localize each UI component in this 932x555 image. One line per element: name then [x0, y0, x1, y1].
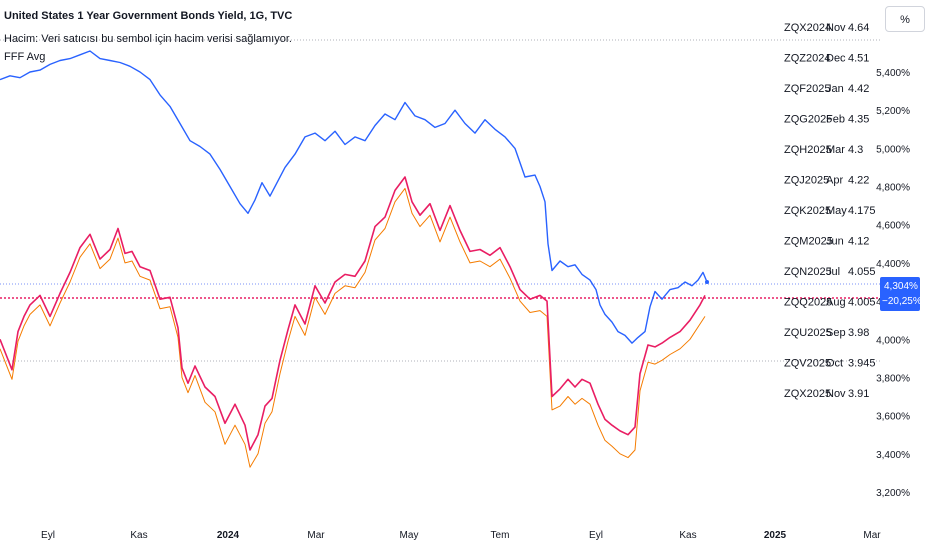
y-tick-label: 3,800% [876, 373, 910, 384]
indicator-legend[interactable]: FFF Avg [4, 51, 46, 63]
last-price-label: 4,304% [884, 281, 918, 292]
futures-symbol: ZQN2025 [784, 266, 832, 278]
futures-symbol: ZQV2025 [784, 358, 831, 370]
x-tick-label: 2025 [764, 530, 787, 541]
futures-value: 4.42 [848, 83, 869, 95]
futures-month: May [826, 205, 847, 217]
futures-month: Nov [826, 388, 846, 400]
futures-value: 4.35 [848, 114, 869, 126]
futures-month: Dec [826, 53, 846, 65]
futures-symbol: ZQU2025 [784, 327, 832, 339]
futures-value: 4.3 [848, 144, 863, 156]
unit-button[interactable]: % [885, 6, 925, 32]
y-tick-label: 4,800% [876, 183, 910, 194]
futures-month: Oct [826, 358, 843, 370]
futures-value: 4.22 [848, 175, 869, 187]
x-tick-label: Kas [130, 530, 147, 541]
chart-title: United States 1 Year Government Bonds Yi… [4, 10, 293, 22]
x-tick-label: 2024 [217, 530, 240, 541]
futures-symbol: ZQZ2024 [784, 53, 830, 65]
futures-value: 4.175 [848, 205, 876, 217]
y-tick-label: 3,600% [876, 412, 910, 423]
y-tick-label: 3,200% [876, 488, 910, 499]
volume-note: Hacim: Veri satıcısı bu sembol için haci… [4, 33, 292, 45]
x-tick-label: May [400, 530, 419, 541]
last-price-badge [880, 277, 920, 311]
futures-month: Feb [826, 114, 845, 126]
x-tick-label: Mar [863, 530, 881, 541]
futures-month: Jul [826, 266, 840, 278]
futures-symbol: ZQX2025 [784, 388, 831, 400]
futures-month: Jan [826, 83, 844, 95]
futures-value: 4.005 [848, 297, 876, 309]
futures-value: 3.98 [848, 327, 869, 339]
series-line-indicator [0, 176, 706, 451]
y-tick-label: 5,000% [876, 144, 910, 155]
futures-month: Mar [826, 144, 845, 156]
futures-value: 3.945 [848, 358, 876, 370]
x-tick-label: Eyl [589, 530, 603, 541]
futures-symbol: ZQM2025 [784, 236, 833, 248]
futures-month: Aug [826, 297, 846, 309]
futures-symbol: ZQK2025 [784, 205, 831, 217]
futures-symbol: ZQX2024 [784, 22, 831, 34]
y-tick-label: 3,400% [876, 450, 910, 461]
y-tick-label: 4,400% [876, 259, 910, 270]
futures-symbol: ZQQ2025 [784, 297, 832, 309]
futures-symbol: ZQH2025 [784, 144, 832, 156]
futures-symbol: ZQJ2025 [784, 175, 829, 187]
futures-value: 4.12 [848, 236, 869, 248]
futures-symbol: ZQF2025 [784, 83, 830, 95]
futures-value: 4.64 [848, 22, 869, 34]
futures-value: 4.055 [848, 266, 876, 278]
y-tick-label: 4,600% [876, 221, 910, 232]
futures-symbol: ZQG2025 [784, 114, 832, 126]
futures-value: 3.91 [848, 388, 869, 400]
x-tick-label: Mar [307, 530, 325, 541]
futures-month: Apr [826, 175, 843, 187]
futures-month: Nov [826, 22, 846, 34]
futures-value: 4.51 [848, 53, 869, 65]
last-change-label: −20,25% [882, 296, 922, 307]
series-line-indicator_avg [0, 187, 706, 468]
x-tick-label: Kas [679, 530, 696, 541]
last-price-dot [705, 279, 709, 284]
y-tick-label: 5,400% [876, 68, 910, 79]
y-tick-label: 5,200% [876, 106, 910, 117]
series-line-price [0, 50, 708, 344]
x-tick-label: Tem [491, 530, 510, 541]
y-tick-label: 4,000% [876, 335, 910, 346]
x-tick-label: Eyl [41, 530, 55, 541]
futures-month: Sep [826, 327, 846, 339]
futures-month: Jun [826, 236, 844, 248]
